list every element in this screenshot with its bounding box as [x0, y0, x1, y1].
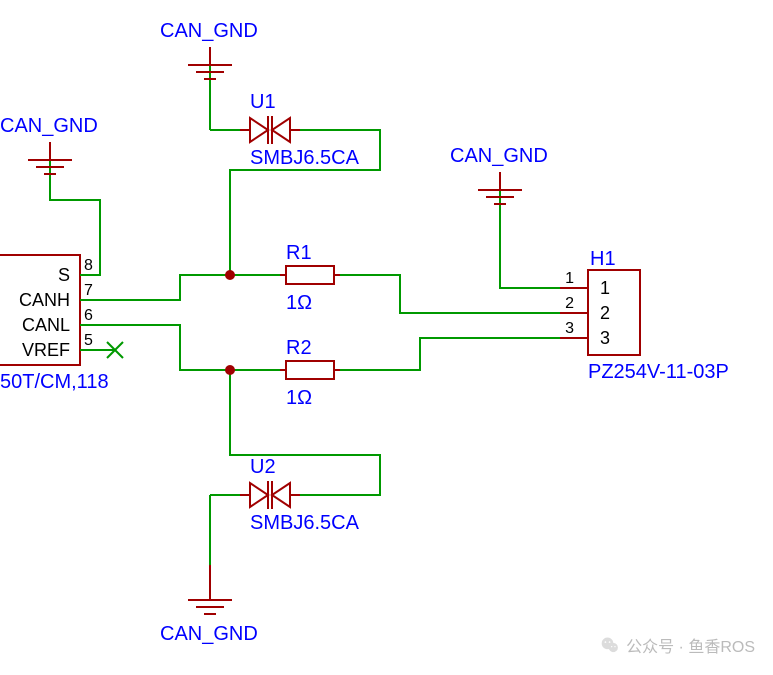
- r2-value: 1Ω: [286, 387, 312, 409]
- gnd-gnd_bottom: CAN_GND: [160, 582, 258, 645]
- ic-value: 50T/CM,118: [0, 371, 109, 393]
- wechat-icon: [600, 635, 620, 655]
- wires: [50, 65, 560, 565]
- ic-pin-6-name: CANL: [22, 315, 70, 335]
- junctions: [225, 270, 235, 375]
- gnd-gnd_top_center: CAN_GND: [160, 20, 258, 79]
- wire-r1_to_h1p2: [340, 275, 560, 313]
- ic-pin-6: CANL 6: [22, 307, 100, 335]
- u2-value: SMBJ6.5CA: [250, 512, 360, 534]
- watermark-text: 公众号 · 鱼香ROS: [626, 633, 755, 657]
- h1-pin-1-label: 1: [600, 278, 610, 298]
- resistor-r1: R1 1Ω: [280, 242, 340, 314]
- ic-pin-7: CANH 7: [19, 282, 100, 310]
- h1-pin-1: 1 1: [560, 270, 610, 298]
- wire-h1p1_to_gnd: [500, 190, 560, 288]
- gnd-label: CAN_GND: [160, 623, 258, 645]
- gnd-gnd_top_left: CAN_GND: [0, 115, 98, 174]
- h1-ref: H1: [590, 248, 616, 270]
- h1-pin-1-num: 1: [565, 270, 574, 287]
- ic-pin-5-name: VREF: [22, 340, 70, 360]
- h1-value: PZ254V-11-03P: [588, 361, 729, 383]
- r1-value: 1Ω: [286, 292, 312, 314]
- watermark: 公众号 · 鱼香ROS: [600, 633, 755, 657]
- ic-pin-8-name: S: [58, 265, 70, 285]
- u2-ref: U2: [250, 456, 276, 478]
- ic-pin-7-num: 7: [84, 282, 93, 299]
- r2-ref: R2: [286, 337, 312, 359]
- gnd-gnd_top_right: CAN_GND: [450, 145, 548, 204]
- connector-h1: H1 1 1 2 2 3 3 PZ254V-11-03P: [560, 248, 729, 383]
- gnd-label: CAN_GND: [450, 145, 548, 167]
- h1-pin-2: 2 2: [560, 295, 610, 323]
- wire-ic6_canl: [80, 325, 230, 370]
- junction: [225, 365, 235, 375]
- ic-pin-8: S 8: [58, 257, 100, 285]
- wire-ic7_canh: [80, 275, 230, 300]
- ic-pin-8-num: 8: [84, 257, 93, 274]
- schematic-canvas: S 8 CANH 7 CANL 6 VREF 5 50T/CM,118 CAN_…: [0, 0, 773, 675]
- h1-pin-3-label: 3: [600, 328, 610, 348]
- h1-pin-3-num: 3: [565, 320, 574, 337]
- ic-pin-5: VREF 5: [22, 332, 100, 360]
- u1-value: SMBJ6.5CA: [250, 147, 360, 169]
- h1-pin-2-num: 2: [565, 295, 574, 312]
- u1-ref: U1: [250, 91, 276, 113]
- gnd-label: CAN_GND: [160, 20, 258, 42]
- h1-pin-3: 3 3: [560, 320, 610, 348]
- junction: [225, 270, 235, 280]
- ic-pin-6-num: 6: [84, 307, 93, 324]
- ic-pin-7-name: CANH: [19, 290, 70, 310]
- h1-pin-2-label: 2: [600, 303, 610, 323]
- ic-pin-5-num: 5: [84, 332, 93, 349]
- wire-r2_to_h1p3: [340, 338, 560, 370]
- resistor-r2: R2 1Ω: [280, 337, 340, 409]
- gnd-label: CAN_GND: [0, 115, 98, 137]
- r1-ref: R1: [286, 242, 312, 264]
- ground-symbols: CAN_GND CAN_GND CAN_GND CAN_GND: [0, 20, 548, 645]
